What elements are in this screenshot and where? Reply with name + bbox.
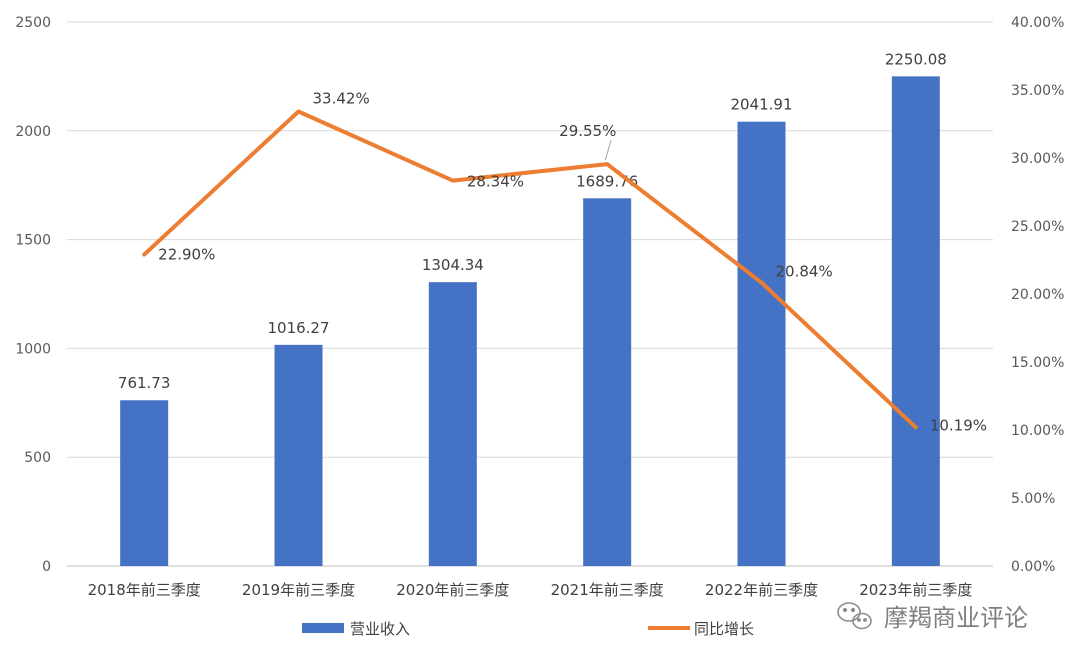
watermark: 摩羯商业评论 bbox=[837, 602, 1028, 632]
growth-value-label: 33.42% bbox=[313, 89, 370, 107]
legend-label-revenue: 营业收入 bbox=[350, 620, 410, 638]
category-label: 2020年前三季度 bbox=[396, 581, 509, 599]
right-tick-label: 40.00% bbox=[1011, 15, 1064, 31]
bar bbox=[274, 344, 323, 566]
growth-value-label: 28.34% bbox=[467, 173, 524, 191]
bar-value-label: 761.73 bbox=[118, 374, 171, 392]
right-tick-label: 15.00% bbox=[1011, 355, 1064, 371]
bar-value-label: 1304.34 bbox=[422, 256, 484, 274]
category-label: 2023年前三季度 bbox=[859, 581, 972, 599]
left-tick-label: 2500 bbox=[15, 15, 51, 31]
bar bbox=[120, 400, 169, 566]
left-tick-label: 2000 bbox=[15, 124, 51, 140]
leader-line bbox=[604, 139, 612, 161]
left-tick-label: 1500 bbox=[15, 233, 51, 249]
category-label: 2019年前三季度 bbox=[242, 581, 355, 599]
bar bbox=[737, 121, 786, 566]
bar bbox=[891, 76, 940, 566]
right-tick-label: 20.00% bbox=[1011, 287, 1064, 303]
category-label: 2018年前三季度 bbox=[88, 581, 201, 599]
left-axis-ticks: 0 500 1000 1500 2000 2500 bbox=[15, 15, 51, 575]
bar-value-label: 1016.27 bbox=[267, 319, 329, 337]
growth-value-label: 29.55% bbox=[559, 122, 616, 140]
line-series bbox=[142, 109, 918, 430]
category-axis-labels: 2018年前三季度 2019年前三季度 2020年前三季度 2021年前三季度 2022… bbox=[88, 581, 973, 599]
right-tick-label: 5.00% bbox=[1011, 491, 1055, 507]
left-tick-label: 500 bbox=[24, 450, 51, 466]
bar-series bbox=[120, 76, 940, 566]
right-tick-label: 0.00% bbox=[1011, 559, 1055, 575]
line-data-labels: 22.90% 33.42% 28.34% 29.55% 20.84% 10.19% bbox=[158, 89, 987, 434]
legend-swatch-revenue bbox=[302, 623, 344, 633]
right-tick-label: 30.00% bbox=[1011, 151, 1064, 167]
watermark-text: 摩羯商业评论 bbox=[884, 604, 1028, 632]
growth-value-label: 20.84% bbox=[776, 263, 833, 281]
left-tick-label: 1000 bbox=[15, 341, 51, 357]
bar bbox=[428, 282, 477, 566]
growth-value-label: 10.19% bbox=[930, 416, 987, 434]
growth-line bbox=[142, 109, 918, 430]
gridlines bbox=[67, 21, 993, 567]
bar bbox=[583, 198, 632, 566]
right-tick-label: 25.00% bbox=[1011, 219, 1064, 235]
wechat-icon bbox=[837, 602, 872, 630]
left-tick-label: 0 bbox=[42, 559, 51, 575]
bar-value-label: 2250.08 bbox=[885, 50, 947, 68]
bar-value-label: 2041.91 bbox=[730, 96, 792, 114]
legend: 营业收入 同比增长 bbox=[302, 620, 754, 638]
legend-label-growth: 同比增长 bbox=[694, 620, 754, 638]
right-axis-ticks: 0.00% 5.00% 10.00% 15.00% 20.00% 25.00% 30.00%… bbox=[1011, 15, 1064, 575]
category-label: 2021年前三季度 bbox=[551, 581, 664, 599]
growth-value-label: 22.90% bbox=[158, 246, 215, 264]
right-tick-label: 35.00% bbox=[1011, 83, 1064, 99]
category-label: 2022年前三季度 bbox=[705, 581, 818, 599]
right-tick-label: 10.00% bbox=[1011, 423, 1064, 439]
bar-data-labels: 761.731016.271304.341689.762041.912250.0… bbox=[118, 50, 947, 392]
